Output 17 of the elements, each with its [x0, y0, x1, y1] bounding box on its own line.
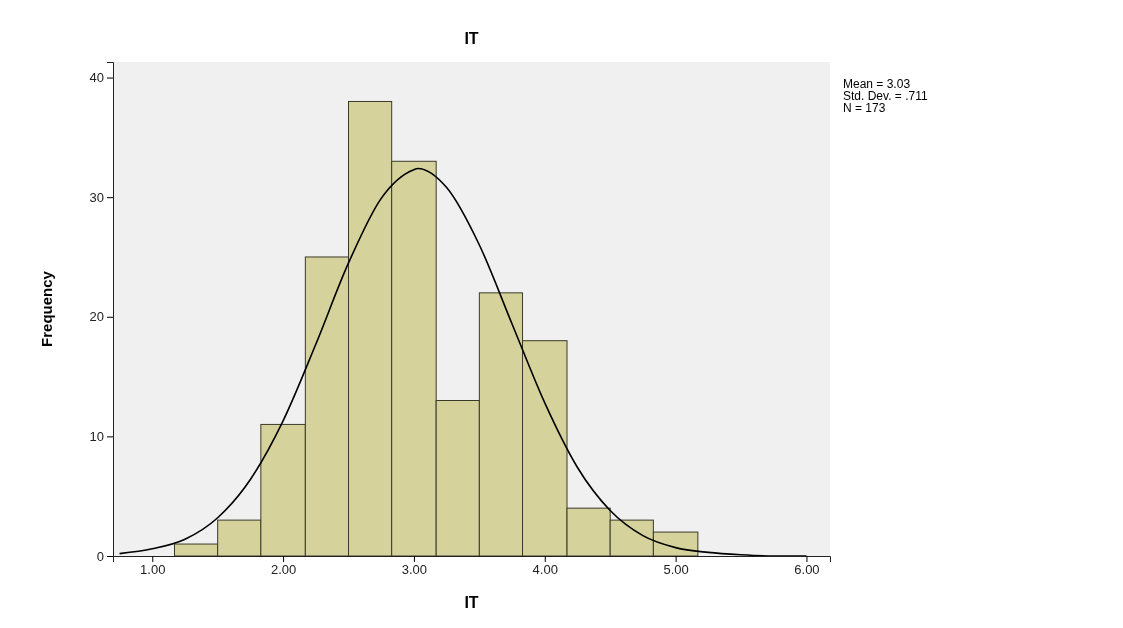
x-tick-label: 3.00: [401, 562, 428, 578]
y-axis-title: Frequency: [38, 270, 55, 347]
y-tick-label: 0: [96, 548, 104, 564]
x-tick-label: 4.00: [532, 562, 558, 578]
x-tick-label: 5.00: [663, 562, 689, 578]
x-tick-label: 2.00: [270, 562, 297, 578]
x-tick-label: 6.00: [794, 562, 820, 578]
x-tick-label: 1.00: [140, 562, 166, 578]
text: Mean = 3.03: [843, 77, 911, 91]
text: Std. Dev. = .711: [843, 89, 928, 103]
x-axis-title: IT: [464, 594, 479, 611]
y-tick-label: 10: [89, 429, 104, 445]
chart-title: IT: [464, 30, 479, 47]
text: N = 173: [843, 101, 886, 115]
y-tick-label: 20: [89, 309, 104, 325]
y-tick-label: 30: [89, 189, 104, 205]
y-tick-label: 40: [89, 70, 104, 86]
